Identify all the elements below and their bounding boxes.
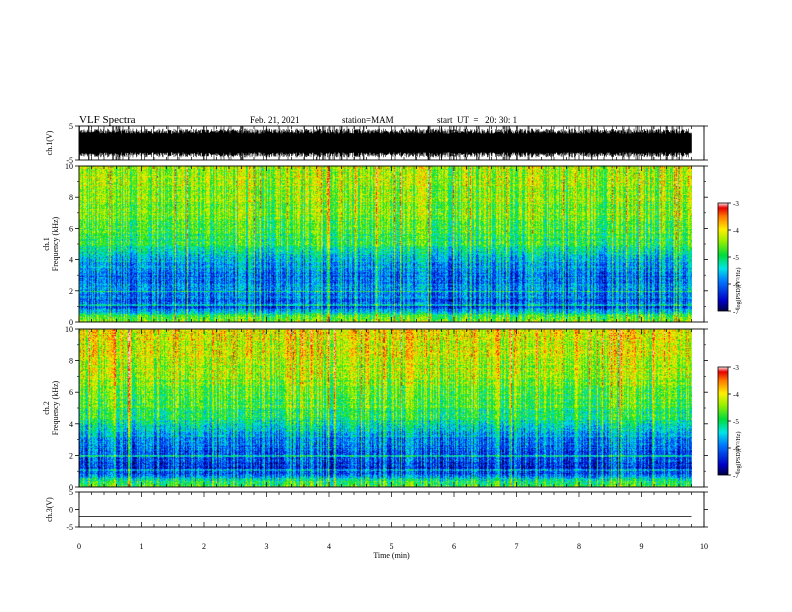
x-tick-label: 8 [577,542,581,551]
x-tick-label: 7 [515,542,519,551]
ch2-spectrogram-panel-frame [78,328,705,488]
ch1-channel-label: ch.1 [42,237,51,251]
x-tick-label: 4 [327,542,331,551]
colorbar-frame [717,366,729,476]
y-tick-label: 5 [69,122,73,131]
colorbar-tick-label: -4 [733,391,739,399]
figure-title: VLF Spectra [79,114,136,126]
y-tick-label: 0 [69,483,73,492]
ch2-channel-label: ch.2 [42,401,51,415]
date-label: Feb. 21, 2021 [250,115,300,125]
start-time-label: start UT = 20: 30: 1 [437,115,517,125]
y-tick-label: 0 [69,506,73,515]
y-tick-label: 6 [69,224,73,233]
ch2-colorbar [718,367,728,475]
y-tick-label: 8 [69,193,73,202]
ch3-waveform-panel-frame [78,491,705,528]
y-tick-label: 4 [69,420,73,429]
y-tick-label: 4 [69,256,73,265]
colorbar-tick-label: -6 [733,445,739,453]
y-tick-label: -5 [66,523,73,532]
station-label: station=MAM [342,115,394,125]
colorbar-tick-label: -6 [733,281,739,289]
x-tick-label: 10 [700,542,708,551]
ch1-spectrogram-panel-frame [78,165,705,323]
y-tick-label: 2 [69,287,73,296]
ch1-spectrogram-heatmap [79,166,692,322]
ch1-y-axis-label: Frequency (kHz) [51,216,60,271]
ch1-colorbar [718,203,728,311]
y-tick-label: 10 [65,325,73,334]
ch2-y-axis-label: Frequency (kHz) [51,380,60,435]
x-tick-label: 1 [140,542,144,551]
x-tick-label: 5 [390,542,394,551]
colorbar-label: log(PSD)(V²/Hz) [735,268,742,309]
colorbar-tick-label: -3 [733,200,739,208]
ch1-waveform-trace [78,126,692,160]
colorbar-tick-label: -4 [733,227,739,235]
colorbar-label: log(PSD)(V²/Hz) [735,432,742,473]
y-tick-label: -5 [66,156,73,165]
colorbar-tick-label: -7 [733,308,739,316]
ch2-spectrogram-heatmap [79,329,692,487]
x-tick-label: 0 [77,542,81,551]
x-tick-label: 2 [202,542,206,551]
y-tick-label: 8 [69,357,73,366]
colorbar-tick-label: -7 [733,472,739,480]
y-tick-label: 2 [69,451,73,460]
x-tick-label: 3 [265,542,269,551]
colorbar-tick-label: -5 [733,254,739,262]
ch3-y-axis-label: ch.3(V) [45,497,54,522]
colorbar-tick-label: -3 [733,364,739,372]
ch1-y-axis-label: ch.1(V) [45,130,54,155]
colorbar-tick-label: -5 [733,418,739,426]
x-tick-label: 9 [640,542,644,551]
x-tick-label: 6 [452,542,456,551]
y-tick-label: 10 [65,162,73,171]
y-tick-label: 0 [69,318,73,327]
colorbar-frame [717,202,729,312]
x-axis-label: Time (min) [373,551,410,560]
y-tick-label: 5 [69,488,73,497]
y-tick-label: 6 [69,388,73,397]
